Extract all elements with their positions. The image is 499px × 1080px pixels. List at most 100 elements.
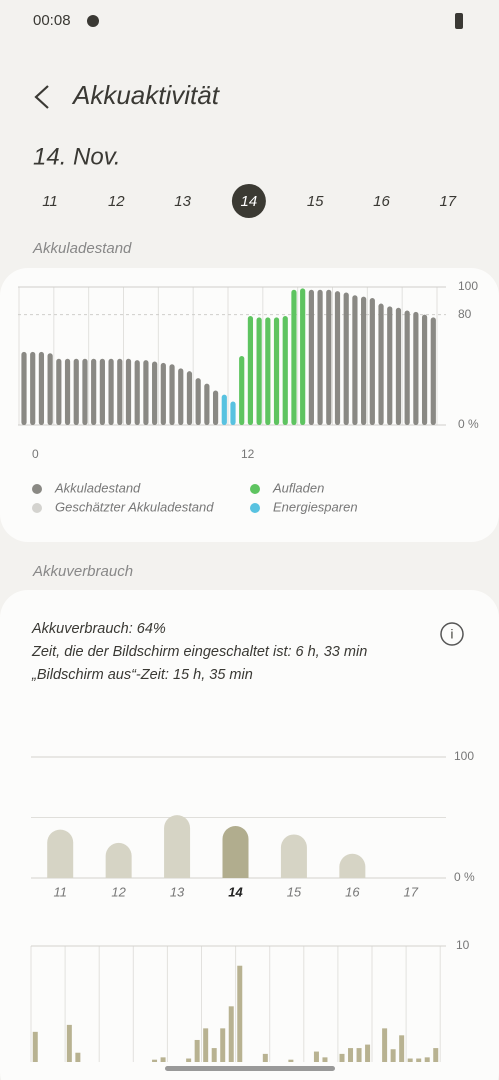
- hourly-bar: [416, 1058, 422, 1062]
- hourly-bar: [433, 1048, 439, 1062]
- level-bar: [256, 317, 262, 425]
- usage-bar[interactable]: [222, 825, 249, 878]
- usage-bar[interactable]: [164, 815, 191, 878]
- level-bar: [160, 362, 166, 425]
- hourly-bar: [203, 1028, 209, 1062]
- day[interactable]: 15: [307, 193, 324, 210]
- y-tick-label: 100: [458, 279, 478, 293]
- usage-bar[interactable]: [339, 853, 366, 878]
- legend-label: Aufladen: [272, 480, 324, 495]
- x-tick-label: 12: [241, 447, 255, 461]
- x-tick-label: 14: [228, 884, 243, 899]
- y-tick-label: 100: [454, 749, 474, 763]
- hourly-bar: [186, 1058, 192, 1062]
- hourly-bar: [348, 1048, 354, 1062]
- x-tick-label: 12: [111, 884, 126, 899]
- nav-handle[interactable]: [165, 1066, 335, 1071]
- day[interactable]: 13: [174, 193, 191, 210]
- y-tick-label: 80: [458, 307, 472, 321]
- level-bar: [125, 358, 132, 425]
- hourly-bar: [152, 1059, 158, 1062]
- usage-line: Zeit, die der Bildschirm eingeschaltet i…: [31, 644, 367, 660]
- usage-bar[interactable]: [105, 842, 132, 878]
- day[interactable]: 17: [439, 193, 456, 210]
- legend-swatch: [250, 503, 260, 513]
- day[interactable]: 12: [108, 193, 125, 210]
- level-bar: [204, 383, 210, 425]
- back-button[interactable]: [34, 85, 49, 109]
- level-bar: [291, 289, 297, 425]
- hourly-bar: [407, 1058, 413, 1062]
- hourly-bar: [288, 1059, 294, 1062]
- day[interactable]: 14: [241, 193, 258, 210]
- level-bar: [395, 307, 402, 425]
- info-icon: i: [451, 626, 454, 641]
- level-bar: [117, 358, 123, 425]
- level-bar: [56, 358, 62, 425]
- x-tick-label: 16: [345, 884, 360, 899]
- legend-swatch: [250, 484, 260, 494]
- level-bar: [73, 358, 79, 425]
- level-bar: [38, 351, 45, 425]
- section-title: Akkuladestand: [32, 240, 132, 257]
- level-bar: [343, 292, 349, 425]
- page-title: Akkuaktivität: [71, 80, 221, 110]
- level-bar: [273, 317, 280, 425]
- date: 14. Nov.: [33, 143, 121, 170]
- level-bar: [404, 310, 410, 425]
- info-button[interactable]: [440, 622, 464, 646]
- usage-line: Akkuverbrauch: 64%: [31, 621, 166, 637]
- level-bar: [361, 296, 367, 425]
- level-bar: [221, 394, 227, 425]
- level-bar: [108, 358, 114, 425]
- level-bar: [282, 315, 288, 425]
- x-tick-label: 11: [53, 884, 67, 899]
- legend-label: Akkuladestand: [54, 480, 141, 495]
- level-bar: [387, 306, 393, 425]
- x-tick-label: 17: [404, 884, 419, 899]
- level-bar: [186, 371, 193, 425]
- level-bar: [143, 360, 149, 425]
- day[interactable]: 16: [373, 193, 390, 210]
- hourly-bar: [237, 965, 243, 1062]
- usage-bar[interactable]: [47, 829, 74, 878]
- day[interactable]: 11: [42, 193, 58, 210]
- level-bar: [91, 358, 97, 425]
- level-bar: [230, 401, 236, 425]
- level-bar: [300, 288, 306, 425]
- hourly-bar: [390, 1049, 396, 1062]
- level-bar: [326, 289, 332, 425]
- hourly-bar: [313, 1051, 319, 1062]
- level-bar: [30, 351, 36, 425]
- level-bar: [413, 311, 419, 425]
- level-bar: [378, 303, 384, 425]
- level-bar: [64, 358, 71, 425]
- legend-swatch: [32, 484, 42, 494]
- hourly-bar: [220, 1028, 226, 1062]
- hourly-bar: [365, 1044, 371, 1062]
- level-bar: [47, 353, 53, 425]
- hourly-bar: [160, 1057, 166, 1062]
- legend-label: Geschätzter Akkuladestand: [55, 499, 214, 514]
- hourly-bar: [32, 1031, 38, 1062]
- level-bar: [369, 298, 375, 425]
- level-bar: [195, 378, 201, 425]
- y-tick-label: 0 %: [458, 417, 479, 431]
- level-bar: [430, 317, 436, 425]
- x-tick-label: 0: [32, 447, 39, 461]
- usage-bar[interactable]: [280, 834, 307, 878]
- level-bar: [265, 317, 271, 425]
- x-tick-label: 13: [170, 884, 185, 899]
- status-time: 00:08: [33, 12, 71, 29]
- level-bar: [352, 295, 358, 425]
- hourly-bar: [66, 1024, 72, 1062]
- battery-icon: [455, 13, 463, 29]
- y-tick-label: 0 %: [454, 870, 475, 884]
- level-bar: [212, 390, 219, 425]
- level-bar: [308, 289, 314, 425]
- hourly-bar: [194, 1039, 200, 1062]
- day-selected: [231, 184, 266, 218]
- level-bar: [99, 358, 105, 425]
- section-title: Akkuverbrauch: [32, 563, 133, 580]
